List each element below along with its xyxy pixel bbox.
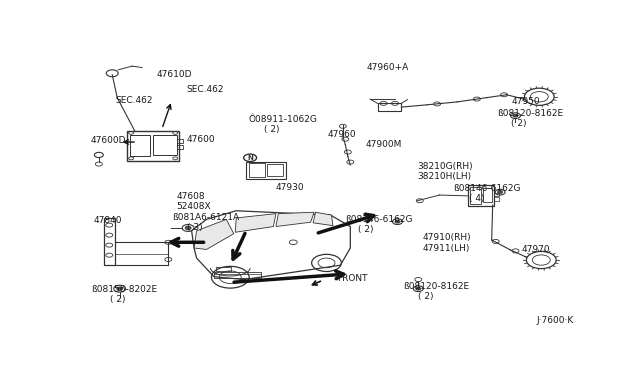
Bar bbox=[483, 188, 492, 202]
Bar bbox=[468, 185, 493, 206]
Bar bbox=[129, 135, 150, 156]
Circle shape bbox=[185, 226, 191, 230]
Text: 47910(RH): 47910(RH) bbox=[422, 234, 471, 243]
Text: FRONT: FRONT bbox=[337, 275, 367, 283]
Text: ß081A6-6121A: ß081A6-6121A bbox=[172, 214, 239, 222]
Text: J·7600·K: J·7600·K bbox=[536, 316, 573, 325]
Text: 47610D: 47610D bbox=[157, 70, 193, 79]
Text: 47960+A: 47960+A bbox=[367, 63, 409, 72]
Text: ( 2): ( 2) bbox=[358, 225, 373, 234]
Bar bbox=[153, 135, 177, 155]
Bar bbox=[104, 218, 115, 265]
Polygon shape bbox=[313, 212, 333, 226]
Text: 38210G(RH): 38210G(RH) bbox=[417, 162, 473, 171]
Polygon shape bbox=[236, 214, 276, 232]
Text: 52408X: 52408X bbox=[177, 202, 211, 211]
Bar bbox=[246, 162, 286, 179]
Polygon shape bbox=[194, 219, 234, 250]
Text: ( 2): ( 2) bbox=[419, 292, 434, 301]
Text: ( 2): ( 2) bbox=[264, 125, 279, 134]
Text: ß08120-8162E: ß08120-8162E bbox=[403, 282, 470, 291]
Polygon shape bbox=[276, 212, 314, 227]
Bar bbox=[214, 272, 261, 278]
Text: ß08156-8202E: ß08156-8202E bbox=[91, 285, 157, 294]
Text: 47600D: 47600D bbox=[91, 136, 127, 145]
Text: SEC.462: SEC.462 bbox=[187, 84, 224, 93]
Bar bbox=[378, 103, 401, 110]
Text: 47950: 47950 bbox=[511, 97, 540, 106]
Bar bbox=[177, 145, 183, 149]
Bar bbox=[249, 163, 264, 177]
Text: ß08146-6162G: ß08146-6162G bbox=[346, 215, 413, 224]
Bar bbox=[267, 164, 284, 176]
Text: ß08146-6162G: ß08146-6162G bbox=[454, 184, 521, 193]
Text: ( 2): ( 2) bbox=[511, 119, 526, 128]
Text: 47608: 47608 bbox=[177, 192, 205, 201]
Bar bbox=[493, 193, 499, 196]
Text: N: N bbox=[247, 155, 253, 161]
Circle shape bbox=[513, 114, 518, 117]
Bar bbox=[470, 187, 481, 203]
Text: 47840: 47840 bbox=[94, 216, 122, 225]
Bar bbox=[177, 139, 183, 144]
Text: 47930: 47930 bbox=[276, 183, 305, 192]
Circle shape bbox=[395, 220, 400, 223]
Polygon shape bbox=[191, 211, 350, 279]
Text: ( 4): ( 4) bbox=[469, 194, 485, 203]
Text: 38210H(LH): 38210H(LH) bbox=[417, 172, 472, 181]
Text: 47960: 47960 bbox=[328, 130, 356, 140]
Text: 47900M: 47900M bbox=[365, 140, 401, 150]
Text: ß08120-8162E: ß08120-8162E bbox=[497, 109, 563, 118]
Text: ( 3): ( 3) bbox=[187, 224, 202, 232]
Bar bbox=[216, 267, 231, 271]
Circle shape bbox=[416, 287, 420, 290]
Text: 47911(LH): 47911(LH) bbox=[422, 244, 470, 253]
Circle shape bbox=[498, 191, 502, 193]
Text: 47600: 47600 bbox=[187, 135, 215, 144]
Text: 47970: 47970 bbox=[522, 245, 550, 254]
Bar bbox=[493, 197, 499, 201]
Text: ( 2): ( 2) bbox=[110, 295, 125, 304]
Text: Ô08911-1062G: Ô08911-1062G bbox=[249, 115, 317, 124]
Circle shape bbox=[116, 287, 123, 291]
Text: SEC.462: SEC.462 bbox=[116, 96, 153, 105]
Bar bbox=[127, 131, 179, 161]
